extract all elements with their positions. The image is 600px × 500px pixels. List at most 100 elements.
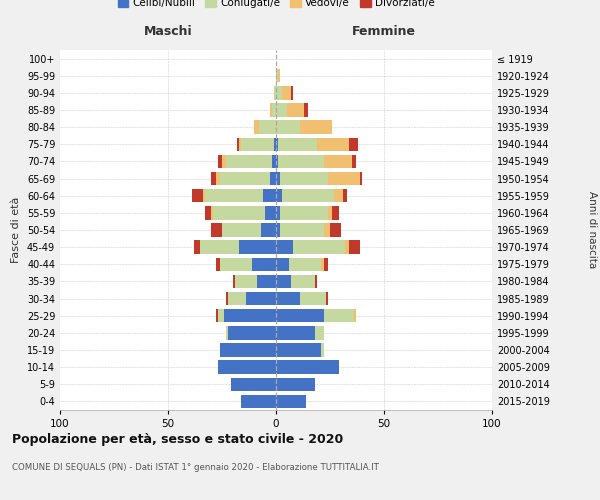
Bar [224, 309, 276, 322]
Bar [200, 240, 239, 254]
Text: Maschi: Maschi [143, 25, 193, 38]
Bar [276, 394, 306, 408]
Bar [269, 172, 276, 186]
Bar [300, 292, 326, 306]
Bar [276, 189, 283, 202]
Bar [194, 240, 200, 254]
Bar [222, 154, 226, 168]
Bar [252, 258, 276, 271]
Bar [322, 258, 323, 271]
Bar [323, 309, 354, 322]
Bar [280, 206, 328, 220]
Bar [272, 154, 276, 168]
Bar [276, 274, 291, 288]
Bar [330, 224, 341, 236]
Bar [205, 189, 263, 202]
Bar [276, 104, 287, 117]
Text: Popolazione per età, sesso e stato civile - 2020: Popolazione per età, sesso e stato civil… [12, 432, 343, 446]
Bar [241, 394, 276, 408]
Bar [272, 104, 276, 117]
Bar [322, 344, 323, 356]
Bar [278, 138, 317, 151]
Bar [211, 224, 222, 236]
Text: Anni di nascita: Anni di nascita [587, 192, 597, 268]
Text: Femmine: Femmine [352, 25, 416, 38]
Bar [254, 120, 259, 134]
Bar [211, 206, 214, 220]
Bar [274, 86, 276, 100]
Bar [278, 154, 323, 168]
Bar [317, 138, 349, 151]
Bar [226, 326, 229, 340]
Bar [229, 292, 246, 306]
Bar [276, 172, 280, 186]
Bar [323, 224, 330, 236]
Bar [315, 326, 323, 340]
Bar [215, 172, 220, 186]
Bar [328, 172, 360, 186]
Bar [345, 240, 349, 254]
Bar [230, 378, 276, 391]
Bar [218, 154, 222, 168]
Bar [203, 189, 205, 202]
Bar [246, 292, 276, 306]
Bar [192, 189, 203, 202]
Bar [259, 120, 276, 134]
Bar [280, 224, 323, 236]
Bar [304, 104, 308, 117]
Bar [293, 240, 345, 254]
Bar [276, 86, 283, 100]
Bar [289, 258, 322, 271]
Bar [274, 138, 276, 151]
Bar [349, 240, 360, 254]
Bar [276, 258, 289, 271]
Bar [218, 360, 276, 374]
Bar [276, 326, 315, 340]
Bar [332, 206, 338, 220]
Bar [276, 360, 338, 374]
Bar [276, 206, 280, 220]
Bar [215, 258, 220, 271]
Bar [211, 172, 215, 186]
Bar [276, 138, 278, 151]
Bar [205, 206, 211, 220]
Bar [343, 189, 347, 202]
Text: COMUNE DI SEQUALS (PN) - Dati ISTAT 1° gennaio 2020 - Elaborazione TUTTITALIA.IT: COMUNE DI SEQUALS (PN) - Dati ISTAT 1° g… [12, 462, 379, 471]
Bar [218, 309, 224, 322]
Bar [315, 274, 317, 288]
Bar [222, 224, 261, 236]
Bar [237, 138, 239, 151]
Bar [349, 138, 358, 151]
Bar [276, 240, 293, 254]
Bar [235, 274, 257, 288]
Bar [283, 189, 334, 202]
Bar [283, 86, 291, 100]
Bar [226, 154, 272, 168]
Bar [263, 189, 276, 202]
Bar [241, 138, 274, 151]
Bar [276, 224, 280, 236]
Bar [287, 104, 304, 117]
Bar [220, 172, 269, 186]
Bar [215, 309, 218, 322]
Bar [334, 189, 343, 202]
Bar [233, 274, 235, 288]
Bar [276, 120, 300, 134]
Bar [291, 86, 293, 100]
Bar [239, 240, 276, 254]
Bar [276, 309, 323, 322]
Bar [323, 154, 352, 168]
Bar [229, 326, 276, 340]
Bar [280, 172, 328, 186]
Bar [220, 344, 276, 356]
Bar [257, 274, 276, 288]
Bar [265, 206, 276, 220]
Bar [352, 154, 356, 168]
Bar [354, 309, 356, 322]
Bar [214, 206, 265, 220]
Legend: Celibi/Nubili, Coniugati/e, Vedovi/e, Divorziati/e: Celibi/Nubili, Coniugati/e, Vedovi/e, Di… [113, 0, 439, 12]
Bar [326, 292, 328, 306]
Bar [276, 378, 315, 391]
Bar [278, 69, 280, 82]
Bar [300, 120, 332, 134]
